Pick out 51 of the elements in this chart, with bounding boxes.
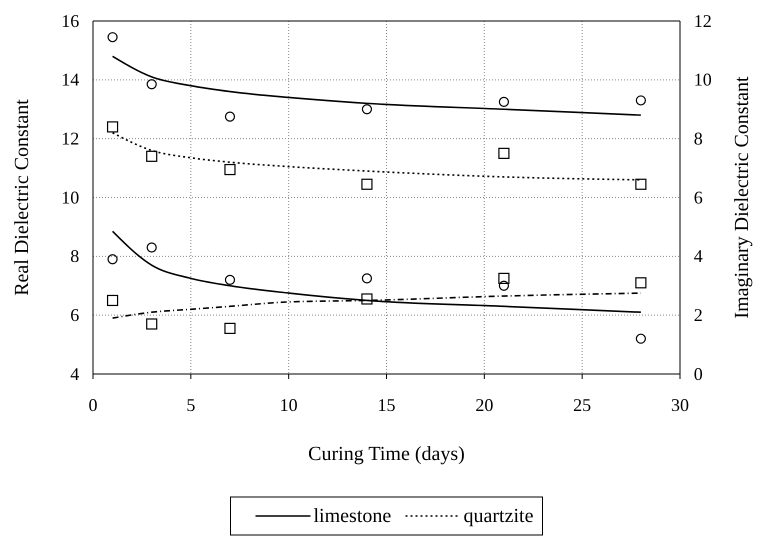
point [362, 273, 372, 284]
point [361, 178, 373, 190]
point [146, 79, 157, 90]
point [224, 164, 236, 176]
point [107, 32, 118, 42]
point [107, 254, 118, 264]
point [636, 95, 646, 106]
point [498, 148, 510, 159]
y2-tick-label: 8 [694, 128, 703, 148]
point [498, 280, 509, 291]
legend-label: limestone [314, 505, 392, 527]
y-tick-label: 14 [61, 70, 80, 90]
point [146, 318, 158, 330]
point [106, 294, 118, 306]
point [146, 150, 158, 162]
y2-tick-label: 10 [694, 70, 712, 90]
y-tick-label: 16 [61, 10, 80, 31]
y-tick-label: 6 [70, 304, 80, 325]
point [106, 121, 118, 132]
y-axis-title: Real Dielectric Constant [11, 98, 33, 296]
point [362, 104, 372, 114]
point [361, 293, 373, 305]
point [224, 322, 236, 334]
point [635, 277, 646, 288]
x-tick-label: 10 [280, 394, 298, 415]
y-tick-label: 8 [70, 246, 80, 266]
y-tick-label: 12 [61, 128, 80, 148]
y2-tick-label: 4 [694, 246, 703, 266]
x-axis-title: Curing Time (days) [308, 443, 465, 465]
x-tick-label: 25 [573, 394, 592, 415]
y-tick-label: 4 [70, 364, 80, 384]
x-tick-label: 20 [475, 394, 494, 415]
y2-tick-label: 2 [694, 304, 703, 325]
y2-tick-label: 6 [694, 187, 703, 208]
point [224, 274, 236, 285]
y2-tick-label: 12 [694, 10, 712, 31]
point [635, 178, 646, 190]
point [636, 334, 646, 344]
point [224, 112, 236, 122]
point [498, 96, 509, 107]
y-tick-label: 10 [61, 187, 80, 208]
x-tick-label: 15 [378, 394, 396, 415]
y2-axis-title: Imaginary Dielectric Constant [731, 76, 753, 319]
x-tick-label: 5 [186, 394, 196, 415]
point [146, 242, 157, 253]
y2-tick-label: 0 [694, 364, 703, 384]
legend-label: quartzite [464, 505, 534, 527]
line-series [112, 56, 642, 116]
x-tick-label: 0 [88, 394, 98, 415]
x-tick-label: 30 [671, 394, 689, 415]
point [498, 272, 510, 284]
